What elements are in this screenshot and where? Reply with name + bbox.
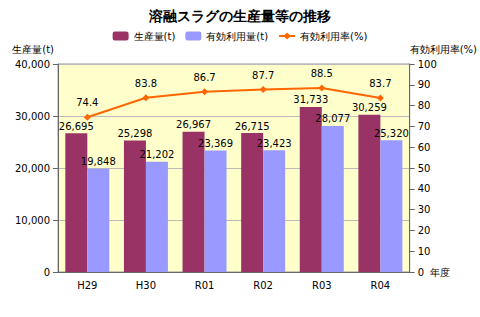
svg-text:溶融スラグの生産量等の推移: 溶融スラグの生産量等の推移 (148, 8, 331, 24)
svg-text:年度: 年度 (430, 267, 450, 278)
svg-text:25,320: 25,320 (374, 128, 409, 139)
svg-text:0: 0 (44, 267, 50, 278)
svg-text:90: 90 (418, 79, 431, 90)
svg-text:83.7: 83.7 (369, 78, 391, 89)
svg-text:19,848: 19,848 (81, 156, 116, 167)
svg-text:30,000: 30,000 (15, 111, 50, 122)
svg-text:70: 70 (418, 121, 431, 132)
svg-text:40,000: 40,000 (15, 59, 50, 70)
svg-text:40: 40 (418, 183, 431, 194)
svg-text:20,000: 20,000 (15, 163, 50, 174)
svg-text:50: 50 (418, 163, 431, 174)
svg-text:有効利用率(%): 有効利用率(%) (410, 44, 477, 55)
svg-text:有効利用量(t): 有効利用量(t) (206, 31, 268, 42)
svg-text:H30: H30 (136, 280, 156, 291)
svg-text:30: 30 (418, 204, 431, 215)
svg-text:31,733: 31,733 (293, 94, 328, 105)
svg-text:26,967: 26,967 (176, 119, 211, 130)
svg-text:28,077: 28,077 (315, 113, 350, 124)
svg-text:23,423: 23,423 (257, 138, 292, 149)
svg-text:R01: R01 (195, 280, 215, 291)
svg-text:60: 60 (418, 142, 431, 153)
svg-text:86.7: 86.7 (193, 72, 215, 83)
svg-text:0: 0 (418, 267, 424, 278)
svg-text:87.7: 87.7 (252, 70, 274, 81)
svg-text:有効利用率(%): 有効利用率(%) (300, 31, 367, 42)
svg-text:10: 10 (418, 246, 431, 257)
svg-text:25,298: 25,298 (117, 128, 152, 139)
svg-text:23,369: 23,369 (198, 138, 233, 149)
svg-text:R04: R04 (371, 280, 391, 291)
svg-text:R02: R02 (253, 280, 273, 291)
svg-text:26,715: 26,715 (235, 121, 270, 132)
svg-text:生産量(t): 生産量(t) (12, 44, 54, 55)
svg-text:74.4: 74.4 (76, 97, 98, 108)
svg-text:80: 80 (418, 100, 431, 111)
svg-text:100: 100 (418, 59, 437, 70)
svg-text:10,000: 10,000 (15, 215, 50, 226)
svg-text:20: 20 (418, 225, 431, 236)
svg-text:生産量(t): 生産量(t) (134, 31, 176, 42)
svg-text:30,259: 30,259 (352, 102, 387, 113)
svg-text:26,695: 26,695 (59, 121, 94, 132)
svg-text:88.5: 88.5 (311, 68, 333, 79)
svg-text:83.8: 83.8 (135, 78, 157, 89)
svg-text:21,202: 21,202 (139, 149, 174, 160)
svg-text:H29: H29 (77, 280, 97, 291)
svg-text:R03: R03 (312, 280, 332, 291)
